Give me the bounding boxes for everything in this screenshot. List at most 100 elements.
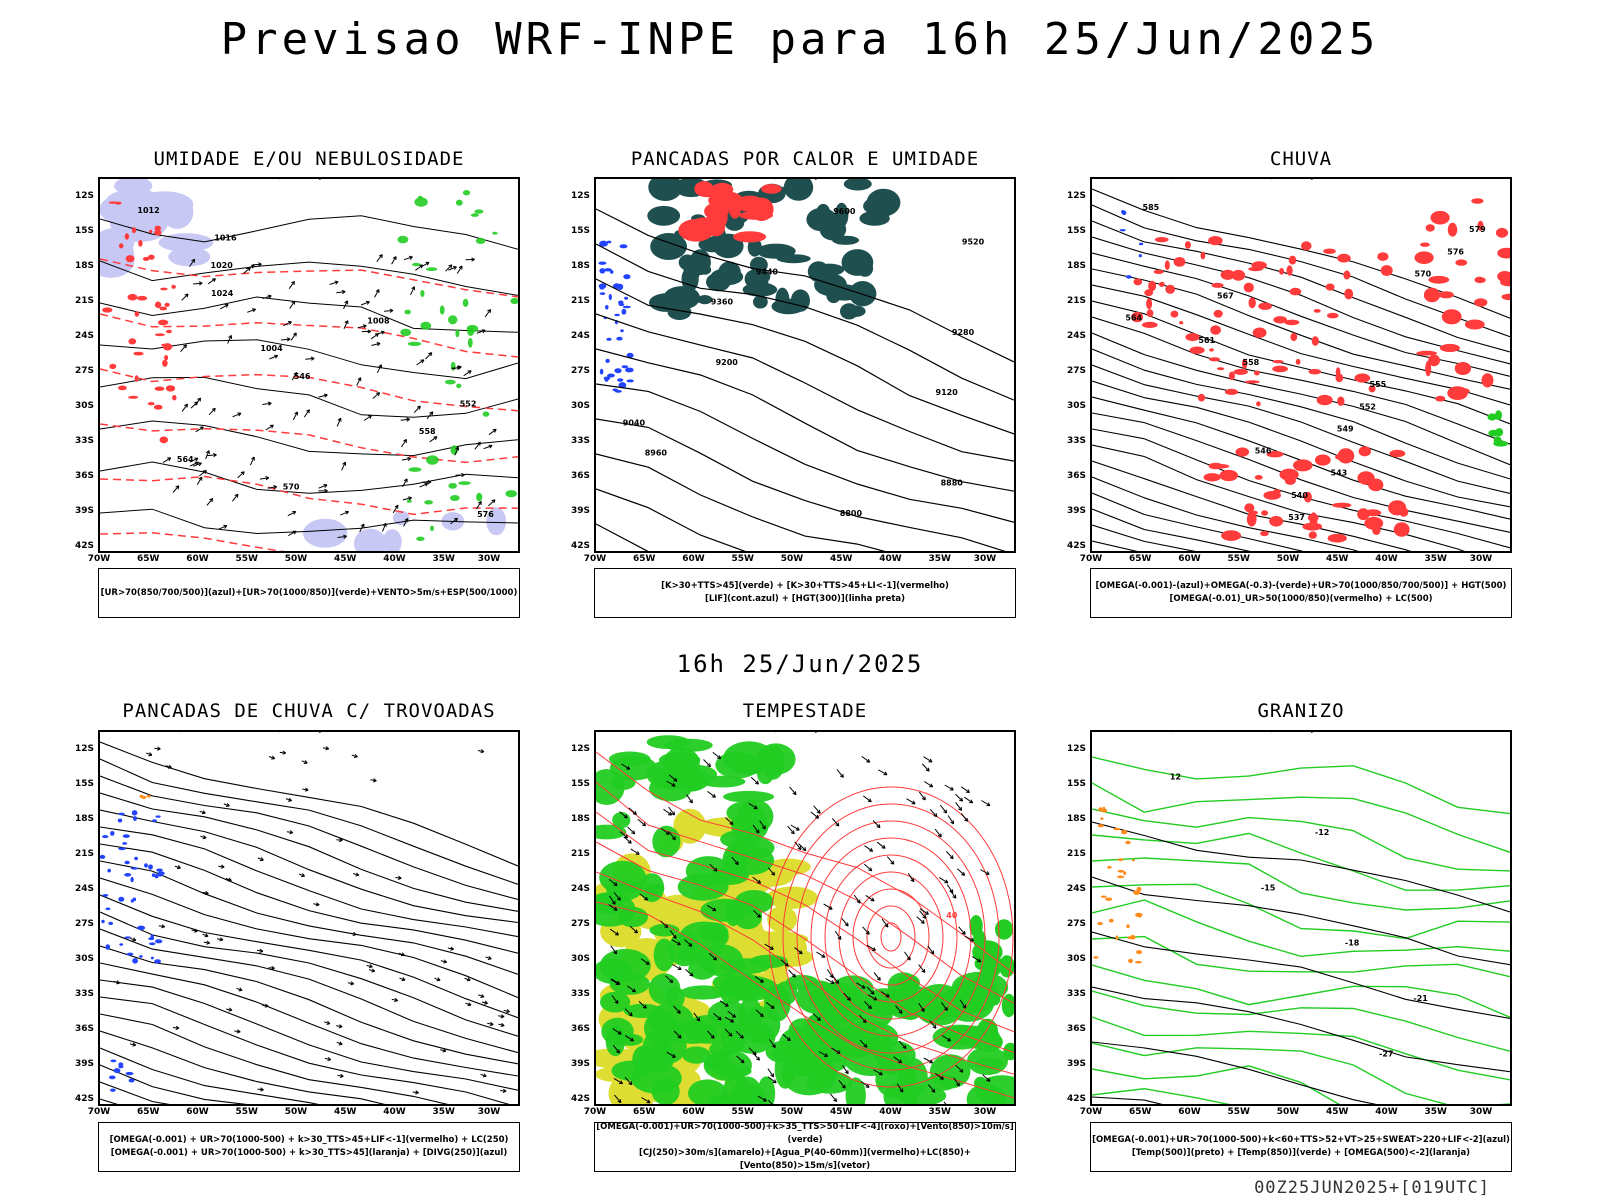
- panel-legend: [OMEGA(-0.001)+UR>70(1000-500)+k>35_TTS>…: [594, 1122, 1016, 1172]
- lon-tick-label: 65W: [1129, 554, 1152, 564]
- lat-tick-label: 18S: [1066, 261, 1086, 271]
- lon-tick-label: 65W: [1129, 1107, 1152, 1117]
- contour-label: 570: [1415, 270, 1432, 279]
- lat-tick-label: 18S: [74, 261, 94, 271]
- contour-label: -12: [1315, 828, 1329, 837]
- contour-label: 9600: [833, 207, 856, 216]
- lon-tick-label: 50W: [284, 1107, 308, 1117]
- forecast-map: 12 -12 -15 -18 -21 -27: [1090, 730, 1512, 1106]
- lat-tick-label: 30S: [1066, 401, 1086, 411]
- lat-tick-label: 21S: [570, 296, 590, 306]
- contour-label: 9280: [952, 328, 975, 337]
- map-plot: 9600 9520 9440 9360 9280 9200 9120 9040 8960 8880…: [596, 179, 1014, 551]
- lon-tick-label: 50W: [284, 554, 308, 564]
- lon-tick-label: 60W: [682, 554, 705, 564]
- contour-label: 561: [1198, 336, 1215, 345]
- lon-tick-label: 35W: [928, 1107, 951, 1117]
- contour-label: 564: [177, 455, 194, 464]
- lat-tick-label: 33S: [570, 989, 590, 999]
- lat-tick-label: 27S: [74, 366, 94, 376]
- lon-tick-label: 40W: [383, 1107, 406, 1117]
- lat-tick-label: 21S: [74, 849, 94, 859]
- lon-tick-label: 70W: [583, 1107, 607, 1117]
- lon-tick-label: 50W: [1276, 1107, 1300, 1117]
- lon-tick-label: 50W: [780, 554, 804, 564]
- contour-label: 40: [946, 911, 958, 920]
- lon-tick-label: 55W: [235, 554, 258, 564]
- panel-title: PANCADAS DE CHUVA C/ TROVOADAS: [122, 700, 496, 722]
- lon-tick-label: 65W: [137, 554, 160, 564]
- contour-label: -18: [1345, 939, 1360, 948]
- lat-tick-label: 18S: [74, 814, 94, 824]
- lon-tick-label: 30W: [973, 554, 997, 564]
- panel-title: GRANIZO: [1257, 700, 1345, 722]
- lat-tick-label: 42S: [1066, 541, 1086, 551]
- lon-tick-label: 45W: [1326, 1107, 1349, 1117]
- lon-tick-label: 55W: [1227, 554, 1250, 564]
- forecast-map: 40: [594, 730, 1016, 1106]
- lat-tick-label: 21S: [1066, 296, 1086, 306]
- forecast-map: 9600 9520 9440 9360 9280 9200 9120 9040 8960 8880…: [594, 177, 1016, 553]
- lon-tick-label: 70W: [583, 554, 607, 564]
- lon-tick-label: 60W: [186, 554, 209, 564]
- lon-tick-label: 65W: [633, 1107, 656, 1117]
- contour-label: 9520: [962, 237, 985, 246]
- contour-label: 9440: [756, 268, 779, 277]
- contour-label: 567: [1217, 292, 1234, 301]
- contour-label: 546: [294, 372, 311, 381]
- lat-tick-label: 24S: [74, 884, 94, 894]
- lat-tick-label: 27S: [570, 919, 590, 929]
- lon-tick-label: 50W: [780, 1107, 804, 1117]
- contour-label: 576: [1447, 247, 1464, 256]
- contour-label: 8960: [645, 449, 668, 458]
- map-plot: 12 -12 -15 -18 -21 -27: [1092, 732, 1510, 1104]
- lat-tick-label: 12S: [570, 191, 590, 201]
- contour-label: 9200: [716, 358, 739, 367]
- lon-tick-label: 40W: [879, 554, 902, 564]
- lat-tick-label: 24S: [74, 331, 94, 341]
- lat-tick-label: 36S: [74, 471, 94, 481]
- lon-tick-label: 35W: [432, 554, 455, 564]
- lat-tick-label: 15S: [74, 779, 94, 789]
- lat-tick-label: 33S: [74, 989, 94, 999]
- contour-label: 552: [460, 400, 477, 409]
- lon-tick-label: 45W: [1326, 554, 1349, 564]
- lat-tick-label: 15S: [1066, 779, 1086, 789]
- legend-line: [K>30+TTS>45](verde) + [K>30+TTS>45+LI<-…: [661, 581, 949, 591]
- lat-tick-label: 21S: [74, 296, 94, 306]
- lon-tick-label: 45W: [830, 554, 853, 564]
- legend-line: [OMEGA(-0.001)+UR>70(1000-500)+k>35_TTS>…: [596, 1122, 1014, 1145]
- contour-label: 543: [1331, 469, 1348, 478]
- legend-line: [CJ(250)>30m/s](amarelo)+[Agua_P(40-60mm…: [638, 1148, 972, 1171]
- lon-tick-label: 45W: [334, 1107, 357, 1117]
- contour-label: 579: [1469, 225, 1486, 234]
- lon-tick-label: 60W: [682, 1107, 705, 1117]
- lon-tick-label: 35W: [1424, 1107, 1447, 1117]
- lon-tick-label: 30W: [477, 554, 501, 564]
- lat-tick-label: 27S: [1066, 919, 1086, 929]
- lat-tick-label: 15S: [74, 226, 94, 236]
- lat-tick-label: 30S: [1066, 954, 1086, 964]
- lat-tick-label: 21S: [570, 849, 590, 859]
- lat-tick-label: 18S: [1066, 814, 1086, 824]
- lat-tick-label: 33S: [570, 436, 590, 446]
- lat-tick-label: 36S: [1066, 471, 1086, 481]
- lon-tick-label: 35W: [1424, 554, 1447, 564]
- contour-label: 552: [1359, 402, 1376, 411]
- lat-tick-label: 36S: [74, 1024, 94, 1034]
- legend-line: [UR>70(850/700/500)](azul)+[UR>70(1000/8…: [100, 587, 518, 598]
- contour-label: 1008: [367, 317, 390, 326]
- lat-tick-label: 24S: [1066, 884, 1086, 894]
- lat-tick-label: 42S: [74, 541, 94, 551]
- contour-label: 1012: [137, 206, 159, 215]
- lon-tick-label: 70W: [87, 554, 111, 564]
- contour-label: 564: [1125, 314, 1142, 323]
- lat-tick-label: 12S: [570, 744, 590, 754]
- lat-tick-label: 12S: [74, 744, 94, 754]
- legend-line: [OMEGA(-0.01)_UR>50(1000/850)(vermelho) …: [1169, 594, 1433, 604]
- contour-label: 570: [283, 483, 300, 492]
- lat-tick-label: 33S: [74, 436, 94, 446]
- contour-label: 9040: [623, 418, 646, 427]
- lat-tick-label: 33S: [1066, 436, 1086, 446]
- lat-tick-label: 42S: [570, 541, 590, 551]
